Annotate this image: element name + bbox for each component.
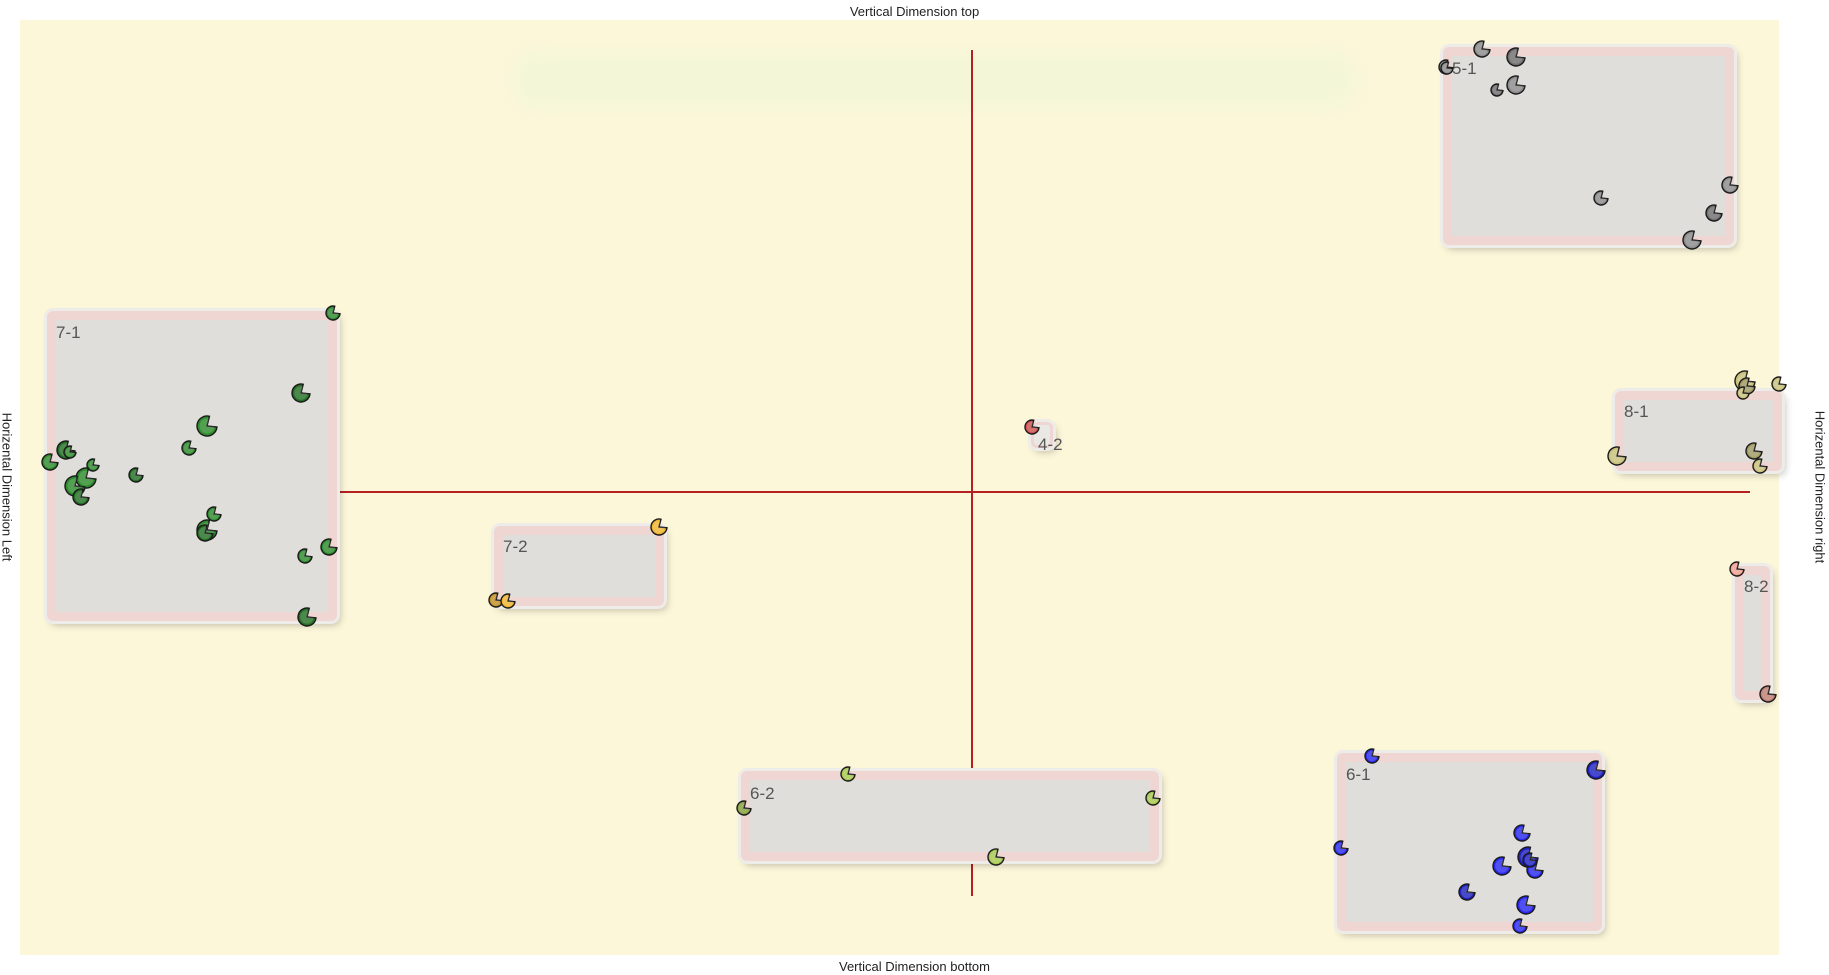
marker-6-1-8[interactable] [1457, 882, 1477, 902]
marker-5-1-2[interactable] [1505, 46, 1527, 68]
marker-5-1-7[interactable] [1720, 175, 1740, 195]
group-label-5-1: 5-1 [1452, 59, 1477, 78]
group-box-7-2[interactable] [494, 526, 664, 606]
group-label-7-1: 7-1 [56, 323, 81, 342]
marker-6-2-1[interactable] [839, 765, 857, 783]
marker-7-2-1[interactable] [649, 517, 669, 537]
marker-7-1-14[interactable] [195, 523, 215, 543]
background-wash [510, 50, 1360, 110]
marker-6-1-9[interactable] [1515, 894, 1537, 916]
marker-6-1-6[interactable] [1491, 855, 1513, 877]
marker-7-1-9[interactable] [74, 466, 98, 490]
marker-5-1-4[interactable] [1505, 74, 1527, 96]
marker-7-1-1[interactable] [324, 304, 342, 322]
marker-6-1-3[interactable] [1332, 839, 1350, 857]
axis-label-right: Horizental Dimension right [1812, 410, 1828, 564]
marker-6-1-4[interactable] [1512, 823, 1532, 843]
marker-7-1-4[interactable] [180, 439, 198, 457]
axis-label-bottom: Vertical Dimension bottom [838, 959, 990, 974]
marker-7-1-15[interactable] [319, 537, 339, 557]
marker-5-1-10[interactable] [1439, 60, 1455, 76]
marker-7-2-3[interactable] [499, 592, 517, 610]
group-label-7-2: 7-2 [503, 537, 528, 556]
marker-5-1-8[interactable] [1704, 203, 1724, 223]
marker-7-1-12[interactable] [205, 505, 223, 523]
marker-8-1-3[interactable] [1770, 375, 1788, 393]
marker-5-1-6[interactable] [1592, 189, 1610, 207]
marker-6-1-2[interactable] [1585, 759, 1607, 781]
marker-6-1-11[interactable] [1521, 851, 1539, 869]
group-box-6-1[interactable] [1337, 753, 1602, 931]
marker-6-1-10[interactable] [1511, 917, 1529, 935]
group-label-4-2: 4-2 [1038, 435, 1063, 454]
marker-7-1-16[interactable] [296, 547, 314, 565]
marker-7-1-17[interactable] [296, 606, 318, 628]
marker-7-1-3[interactable] [195, 414, 219, 438]
marker-4-2-1[interactable] [1023, 418, 1041, 436]
marker-6-1-1[interactable] [1363, 747, 1381, 765]
marker-8-2-2[interactable] [1758, 684, 1778, 704]
group-label-6-1: 6-1 [1346, 765, 1371, 784]
vertical-axis [971, 50, 973, 896]
group-box-8-2[interactable] [1735, 566, 1770, 700]
marker-7-1-6[interactable] [40, 452, 60, 472]
marker-7-1-2[interactable] [290, 382, 312, 404]
marker-8-1-5[interactable] [1744, 441, 1764, 461]
marker-7-1-11[interactable] [71, 487, 91, 507]
group-label-8-2: 8-2 [1744, 577, 1769, 596]
axis-label-top: Vertical Dimension top [849, 4, 980, 19]
marker-8-1-7[interactable] [1735, 385, 1751, 401]
horizontal-axis [340, 491, 1750, 493]
group-box-6-2[interactable] [741, 771, 1159, 861]
group-box-5-1[interactable] [1443, 47, 1734, 245]
marker-5-1-9[interactable] [1681, 229, 1703, 251]
marker-6-2-3[interactable] [1144, 789, 1162, 807]
marker-8-1-4[interactable] [1606, 445, 1628, 467]
marker-7-1-8[interactable] [127, 466, 145, 484]
marker-5-1-1[interactable] [1472, 39, 1492, 59]
group-label-8-1: 8-1 [1624, 402, 1649, 421]
axis-label-left: Horizental Dimension Left [0, 412, 15, 562]
marker-8-1-6[interactable] [1751, 457, 1769, 475]
marker-5-1-5[interactable] [1489, 82, 1505, 98]
marker-6-2-4[interactable] [986, 847, 1006, 867]
marker-7-1-18[interactable] [62, 444, 78, 460]
group-label-6-2: 6-2 [750, 784, 775, 803]
marker-6-2-2[interactable] [735, 799, 753, 817]
marker-8-2-1[interactable] [1728, 560, 1746, 578]
